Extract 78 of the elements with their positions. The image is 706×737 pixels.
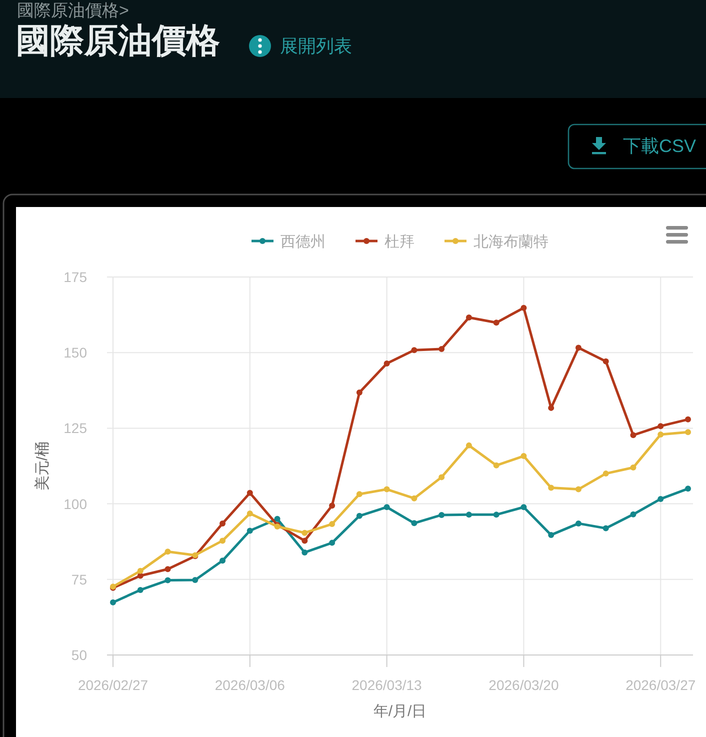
x-tick-label: 2026/03/13	[352, 677, 422, 693]
point	[220, 520, 226, 526]
y-tick-label: 125	[64, 420, 88, 436]
point	[630, 511, 636, 518]
x-tick-label: 2026/03/20	[488, 677, 559, 693]
point	[384, 360, 390, 366]
point	[602, 358, 609, 364]
x-axis-title: 年/月/日	[373, 703, 427, 720]
text: 國際原油價格>	[17, 1, 129, 20]
legend-label: 杜拜	[384, 234, 414, 250]
point	[164, 577, 171, 584]
point	[548, 532, 554, 538]
text: 下載CSV	[623, 136, 696, 156]
point	[602, 470, 609, 477]
point	[384, 504, 390, 510]
y-axis-title: 美元/桶	[34, 441, 51, 491]
point	[438, 512, 445, 518]
x-tick-label: 2026/03/27	[626, 677, 696, 693]
point	[658, 423, 664, 430]
point	[466, 314, 472, 321]
point	[575, 344, 582, 351]
y-tick-label: 50	[71, 647, 88, 663]
point	[302, 530, 308, 536]
point	[520, 504, 527, 510]
point	[220, 538, 226, 544]
point	[466, 442, 472, 448]
y-tick-label: 150	[64, 344, 88, 361]
point	[329, 521, 336, 528]
point	[192, 577, 198, 584]
point	[302, 549, 308, 556]
text: 展開列表	[280, 36, 352, 56]
point	[602, 525, 609, 532]
point	[164, 566, 171, 572]
point	[329, 540, 336, 546]
point	[520, 304, 527, 311]
point	[575, 486, 582, 492]
point	[356, 491, 362, 498]
point	[493, 320, 500, 326]
point	[466, 512, 472, 518]
x-tick-label: 2026/02/27	[78, 677, 148, 693]
point	[411, 520, 418, 526]
point	[137, 586, 144, 593]
point	[438, 346, 445, 352]
point	[384, 486, 390, 492]
point	[630, 464, 636, 471]
point	[493, 462, 500, 468]
point	[220, 558, 226, 564]
y-tick-label: 75	[71, 571, 88, 588]
point	[274, 516, 280, 522]
point	[137, 568, 144, 574]
point	[685, 486, 691, 492]
x-tick-label: 2026/03/06	[214, 677, 286, 693]
y-tick-label: 175	[64, 269, 88, 285]
point	[658, 496, 664, 502]
point	[520, 453, 527, 460]
point	[685, 416, 691, 422]
point	[246, 510, 253, 516]
point	[685, 429, 691, 436]
point	[164, 548, 171, 555]
point	[411, 347, 418, 354]
point	[630, 432, 636, 438]
point	[246, 490, 253, 496]
point	[411, 495, 418, 502]
point	[302, 538, 308, 544]
point	[329, 502, 336, 509]
point	[575, 520, 582, 526]
legend-label: 北海布蘭特	[474, 234, 548, 250]
point	[246, 528, 253, 534]
point	[110, 599, 116, 606]
point	[658, 432, 664, 438]
point	[548, 484, 554, 491]
y-tick-label: 100	[64, 496, 88, 512]
point	[438, 474, 445, 480]
chart-title: 國際原油價格	[16, 22, 220, 60]
point	[356, 390, 362, 396]
point	[356, 512, 362, 519]
legend-label: 西德州	[280, 234, 326, 250]
point	[493, 512, 500, 518]
